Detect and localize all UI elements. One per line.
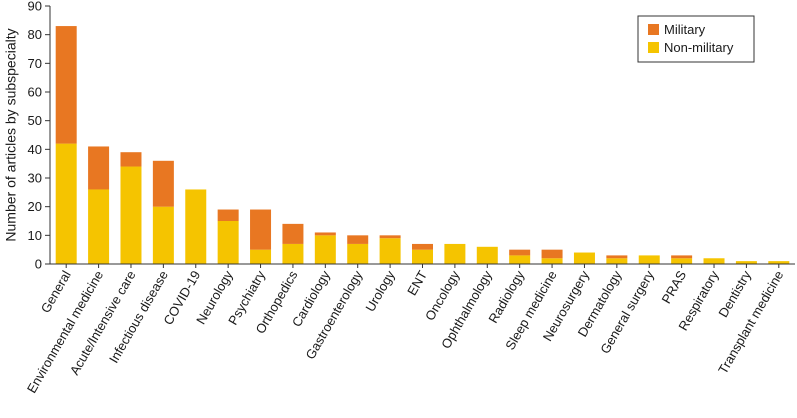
legend-label-non-military: Non-military [664,40,734,55]
y-tick-label: 40 [28,142,42,157]
legend-swatch-military [648,24,659,35]
bar-segment-non-military-respiratory [703,258,725,264]
y-tick-label: 70 [28,56,42,71]
bar-segment-military-pras [671,255,693,259]
bar-segment-non-military-dermatology [606,258,628,264]
x-category-label-general: General [38,268,74,316]
legend-label-military: Military [664,22,706,37]
y-tick-label: 0 [35,257,42,272]
y-tick-label: 80 [28,27,42,42]
bar-segment-non-military-neurosurgery [573,252,595,264]
legend-box [637,15,755,63]
bar-segment-military-radiology [509,249,531,256]
bar-segment-military-dermatology [606,255,628,259]
y-tick-label: 60 [28,85,42,100]
bar-segment-military-sleep-medicine [541,249,563,259]
bar-segment-non-military-general-surgery [638,255,660,264]
bar-segment-non-military-psychiatry [250,249,272,264]
bar-segment-military-cardiology [314,232,336,236]
bar-segment-non-military-ent [412,249,433,264]
bar-segment-military-gastroenterology [347,235,369,244]
bar-segment-military-general [55,26,77,144]
y-axis-ticks: 0 10 20 30 40 50 60 70 80 90 [28,0,50,272]
bar-segment-non-military-acute-intensive-care [120,166,142,264]
bar-segment-military-psychiatry [250,209,272,250]
bar-segment-non-military-urology [379,238,401,264]
bar-segment-non-military-orthopedics [282,243,304,264]
y-tick-label: 20 [28,199,42,214]
bar-segment-military-neurology [217,209,239,221]
bar-segment-non-military-sleep-medicine [541,258,563,264]
legend-swatch-non-military [648,42,659,53]
y-tick-label: 90 [28,0,42,14]
x-category-label-pras: PRAS [659,268,690,306]
bar-segment-non-military-oncology [444,243,466,264]
y-axis-title: Number of articles by subspecialty [3,28,19,241]
bar-segment-non-military-environmental-medicine [88,189,110,264]
bar-segment-non-military-dentistry [735,261,757,264]
x-category-label-transplant-medicine: Transplant medicine [715,268,786,376]
bar-segment-non-military-gastroenterology [347,243,369,264]
bar-segment-military-urology [379,235,401,239]
bar-segment-non-military-covid-19 [185,189,207,264]
legend: Military Non-military [637,15,755,63]
bar-segment-non-military-infectious-disease [152,206,174,264]
bar-segment-non-military-cardiology [314,235,336,264]
bar-segment-non-military-general [55,143,77,264]
y-tick-label: 10 [28,228,42,243]
bar-segment-non-military-pras [671,258,693,264]
bar-segment-military-orthopedics [282,223,304,244]
bar-segment-non-military-neurology [217,221,239,264]
x-category-label-urology: Urology [362,268,398,315]
x-category-label-ent: ENT [404,268,430,298]
bar-segment-military-acute-intensive-care [120,152,142,167]
bar-segment-military-environmental-medicine [88,146,110,190]
bar-segment-non-military-radiology [509,255,531,264]
bar-segment-military-ent [412,243,433,250]
y-tick-label: 50 [28,113,42,128]
bar-segment-non-military-ophthalmology [476,246,498,264]
y-tick-label: 30 [28,171,42,186]
bar-segment-military-infectious-disease [152,160,174,207]
bar-segment-non-military-transplant-medicine [768,261,790,264]
plot-area [55,26,790,264]
